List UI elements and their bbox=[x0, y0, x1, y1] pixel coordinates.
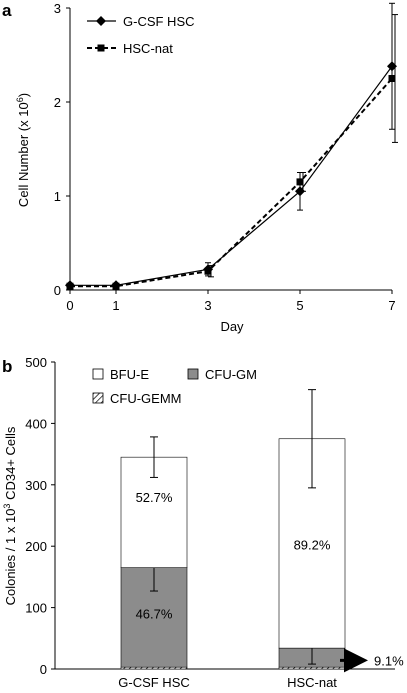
panel-b-category-label: HSC-nat bbox=[287, 675, 337, 690]
panel-a-point-square bbox=[112, 282, 120, 290]
panel-a-point-square bbox=[388, 75, 396, 82]
panel-b-label: b bbox=[2, 357, 12, 376]
panel-b-pct-label: 52.7% bbox=[136, 490, 173, 505]
panel-b-pct-label: 89.2% bbox=[294, 537, 331, 552]
panel-b-ytick-label: 500 bbox=[25, 355, 47, 370]
panel-a-legend-marker-square bbox=[97, 44, 105, 52]
panel-a-point-square bbox=[66, 282, 74, 290]
panel-b-legend-label: CFU-GEMM bbox=[110, 391, 182, 406]
panel-b-pct-label: 46.7% bbox=[136, 607, 173, 622]
panel-b-chart: 0 100 200 300 400 500 G-CSF HSC HSC-nat 52.7% 46.… bbox=[25, 355, 404, 690]
panel-a-ytick-label: 3 bbox=[54, 1, 61, 16]
panel-a-xtick-label: 0 bbox=[66, 298, 73, 313]
panel-b-ytick-label: 300 bbox=[25, 478, 47, 493]
panel-a-xlabel: Day bbox=[220, 319, 244, 334]
panel-a-xtick-label: 1 bbox=[112, 298, 119, 313]
panel-b-ylabel: Colonies / 1 x 103 CD34+ Cells bbox=[2, 426, 18, 605]
panel-a-ylabel: Cell Number (x 106) bbox=[15, 93, 31, 207]
panel-b-legend-label: BFU-E bbox=[110, 367, 149, 382]
panel-b-ytick-label: 0 bbox=[40, 662, 47, 677]
panel-a-label: a bbox=[2, 1, 12, 20]
panel-b-legend-swatch bbox=[92, 368, 104, 380]
panel-b-ytick-label: 400 bbox=[25, 416, 47, 431]
panel-a-ytick-label: 0 bbox=[54, 283, 61, 298]
panel-b-ytick-label: 200 bbox=[25, 539, 47, 554]
panel-a-legend-label: G-CSF HSC bbox=[123, 14, 195, 29]
panel-b-legend-swatch bbox=[187, 368, 199, 380]
panel-a-point-square bbox=[204, 267, 212, 275]
panel-b-legend-swatch bbox=[92, 392, 104, 404]
panel-b-category-label: G-CSF HSC bbox=[118, 675, 190, 690]
panel-a-point-square bbox=[296, 178, 304, 186]
panel-a-chart: 0 1 2 3 0 1 3 5 7 G-CSF HSC HSC-nat bbox=[54, 1, 398, 313]
panel-a-xtick-label: 3 bbox=[204, 298, 211, 313]
panel-a-xtick-label: 5 bbox=[296, 298, 303, 313]
panel-b-ytick-label: 100 bbox=[25, 601, 47, 616]
panel-b-legend-label: CFU-GM bbox=[205, 367, 257, 382]
panel-b-arrow-label: 9.1% bbox=[374, 653, 404, 668]
panel-a-legend-label: HSC-nat bbox=[123, 41, 173, 56]
panel-a-ytick-label: 2 bbox=[54, 95, 61, 110]
panel-a-xtick-label: 7 bbox=[388, 298, 395, 313]
panel-a-series-line bbox=[70, 77, 393, 288]
panel-a-ytick-label: 1 bbox=[54, 189, 61, 204]
panel-a-legend-marker-diamond bbox=[96, 16, 106, 26]
panel-a-series-line bbox=[70, 65, 393, 286]
